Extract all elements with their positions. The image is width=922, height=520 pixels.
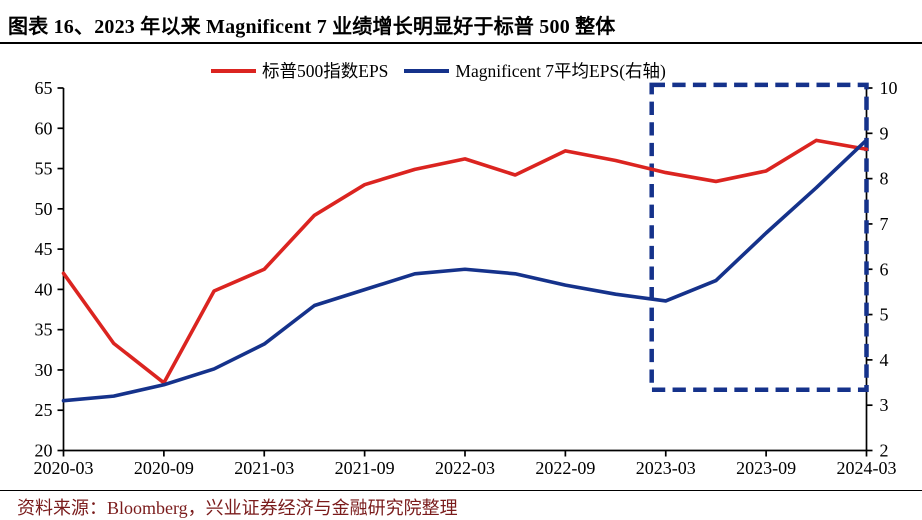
left-axis-tick-label: 30 <box>35 360 53 380</box>
sp500-eps-line <box>61 138 869 385</box>
right-axis-tick-label: 2 <box>880 441 889 461</box>
left-axis-tick-label: 25 <box>35 400 53 420</box>
title-divider <box>0 42 922 44</box>
left-axis-tick-label: 65 <box>35 78 53 98</box>
source-note: 资料来源：Bloomberg，兴业证券经济与金融研究院整理 <box>17 498 458 518</box>
left-axis-tick-label: 40 <box>35 279 53 299</box>
x-axis-tick-label: 2023-03 <box>636 458 696 478</box>
left-axis-tick-label: 45 <box>35 239 53 259</box>
left-axis-tick-label: 60 <box>35 118 53 138</box>
highlight-box <box>649 82 869 393</box>
source-divider <box>0 490 922 491</box>
x-axis-tick-label: 2024-03 <box>837 458 897 478</box>
right-axis-tick-label: 5 <box>880 305 889 325</box>
mag7-line-swatch <box>404 68 450 73</box>
right-axis-tick-label: 9 <box>880 123 889 143</box>
right-axis-tick-label: 4 <box>880 350 889 370</box>
mag7-eps-line <box>61 138 869 403</box>
legend-item-mag7: Magnificent 7平均EPS(右轴) <box>404 58 666 83</box>
x-axis-tick-label: 2020-03 <box>34 458 94 478</box>
legend-label-sp500: 标普500指数EPS <box>262 61 389 81</box>
x-axis-tick-label: 2020-09 <box>134 458 194 478</box>
x-axis-tick-label: 2022-09 <box>535 458 595 478</box>
left-axis-tick-label: 20 <box>35 441 53 461</box>
left-axis-tick-label: 55 <box>35 159 53 179</box>
legend-item-sp500: 标普500指数EPS <box>211 58 388 83</box>
x-axis-tick-label: 2022-03 <box>435 458 495 478</box>
legend-label-mag7: Magnificent 7平均EPS(右轴) <box>455 61 666 81</box>
x-axis-tick-label: 2021-03 <box>234 458 294 478</box>
x-axis-tick-label: 2021-09 <box>335 458 395 478</box>
chart-legend: 标普500指数EPS Magnificent 7平均EPS(右轴) <box>211 58 666 83</box>
right-axis-tick-label: 6 <box>880 259 889 279</box>
sp500-line-swatch <box>211 68 256 73</box>
x-axis-tick-label: 2023-09 <box>736 458 796 478</box>
right-axis-tick-label: 8 <box>880 169 889 189</box>
right-axis-tick-label: 3 <box>880 395 889 415</box>
left-axis-tick-label: 35 <box>35 320 53 340</box>
right-axis-tick-label: 10 <box>880 78 898 98</box>
left-axis-tick-label: 50 <box>35 199 53 219</box>
figure-title: 图表 16、2023 年以来 Magnificent 7 业绩增长明显好于标普 … <box>8 16 616 38</box>
right-axis-tick-label: 7 <box>880 214 889 234</box>
